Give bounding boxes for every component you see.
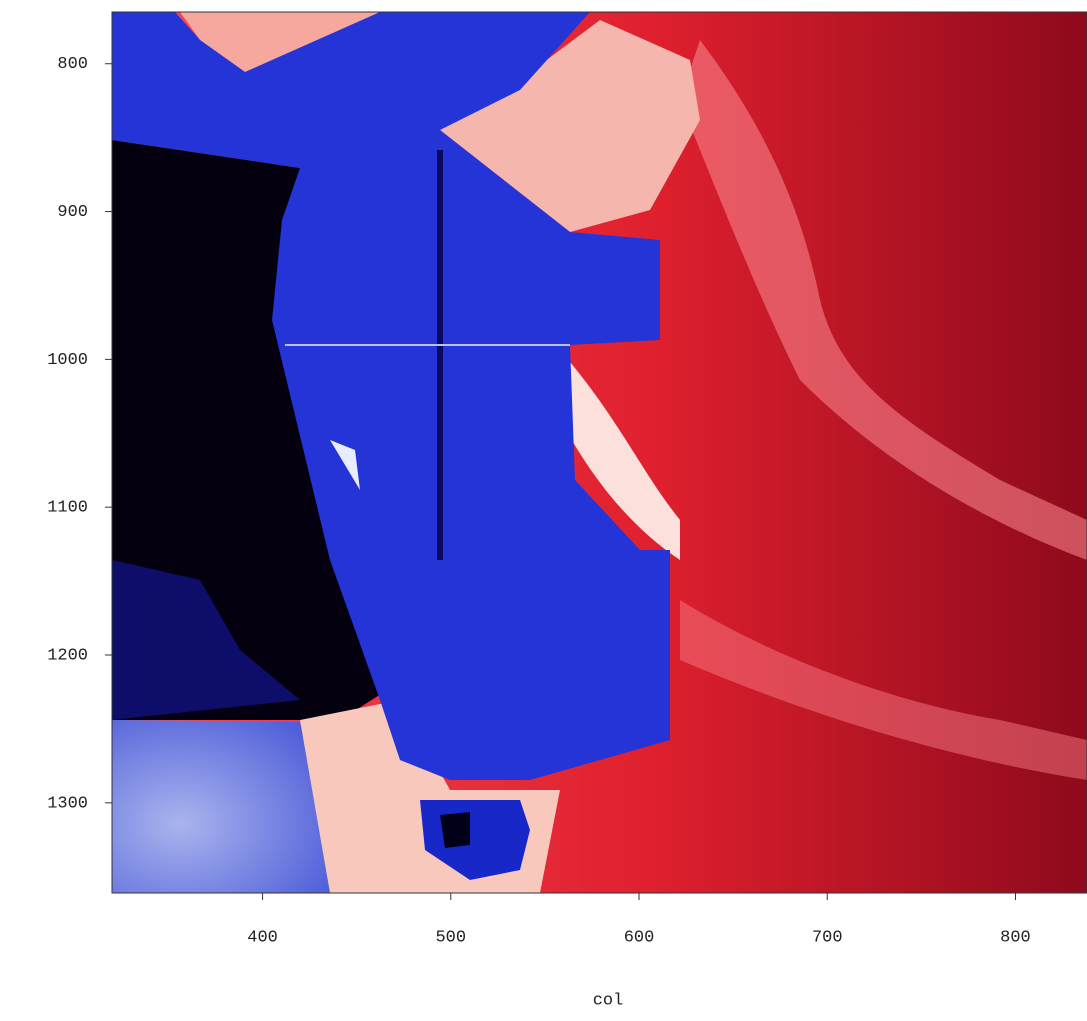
y-tick-label: 800 <box>57 55 88 74</box>
x-tick-label: 800 <box>1000 928 1031 947</box>
page: col 400 500 600 700 800 800 900 1000 1100 1200 130… <box>0 0 1087 1021</box>
y-tick-label: 900 <box>57 203 88 222</box>
x-tick-label: 500 <box>435 928 466 947</box>
y-tick-label: 1300 <box>47 794 88 813</box>
x-axis-label: col <box>593 991 624 1010</box>
heatmap-image <box>112 12 1087 893</box>
y-tick-label: 1100 <box>47 499 88 518</box>
y-tick-label: 1200 <box>47 646 88 665</box>
chart: col 400 500 600 700 800 800 900 1000 1100 1200 130… <box>0 0 1087 1016</box>
x-tick-label: 600 <box>624 928 655 947</box>
x-tick-label: 400 <box>247 928 278 947</box>
x-tick-label: 700 <box>812 928 843 947</box>
y-tick-label: 1000 <box>47 351 88 370</box>
